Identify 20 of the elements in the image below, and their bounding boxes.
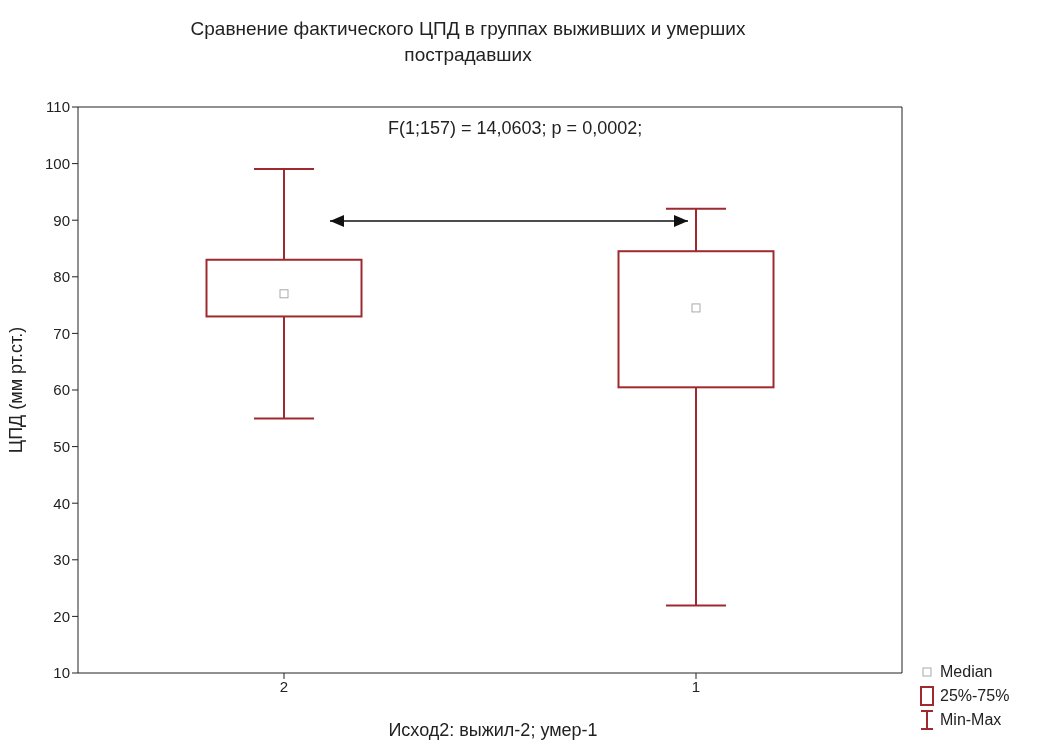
annotation: F(1;157) = 14,0603; p = 0,0002; xyxy=(388,118,643,139)
y-tick-label: 60 xyxy=(53,381,70,399)
y-tick-label: 20 xyxy=(53,607,70,625)
text: Median xyxy=(940,662,993,682)
text: 25%-75% xyxy=(940,686,1010,706)
text: Min-Max xyxy=(940,710,1002,730)
y-tick-label: 50 xyxy=(53,437,70,455)
x-tick-label: 1 xyxy=(691,677,701,695)
y-axis-title: ЦПД (мм рт.ст.) xyxy=(6,326,27,454)
y-tick-label: 100 xyxy=(44,154,70,172)
y-tick-label: 30 xyxy=(53,551,70,569)
y-tick-label: 80 xyxy=(53,268,70,286)
x-axis-title: Исход2: выжил-2; умер-1 xyxy=(387,720,599,741)
y-tick-label: 110 xyxy=(46,98,70,116)
y-tick-label: 40 xyxy=(53,494,70,512)
y-tick-label: 70 xyxy=(53,324,70,342)
x-tick-label: 2 xyxy=(279,677,289,695)
chart-title: Сравнение фактического ЦПД в группах выживших и умерших пострадавших xyxy=(189,17,747,67)
y-tick-label: 10 xyxy=(53,664,70,682)
y-tick-label: 90 xyxy=(53,211,70,229)
